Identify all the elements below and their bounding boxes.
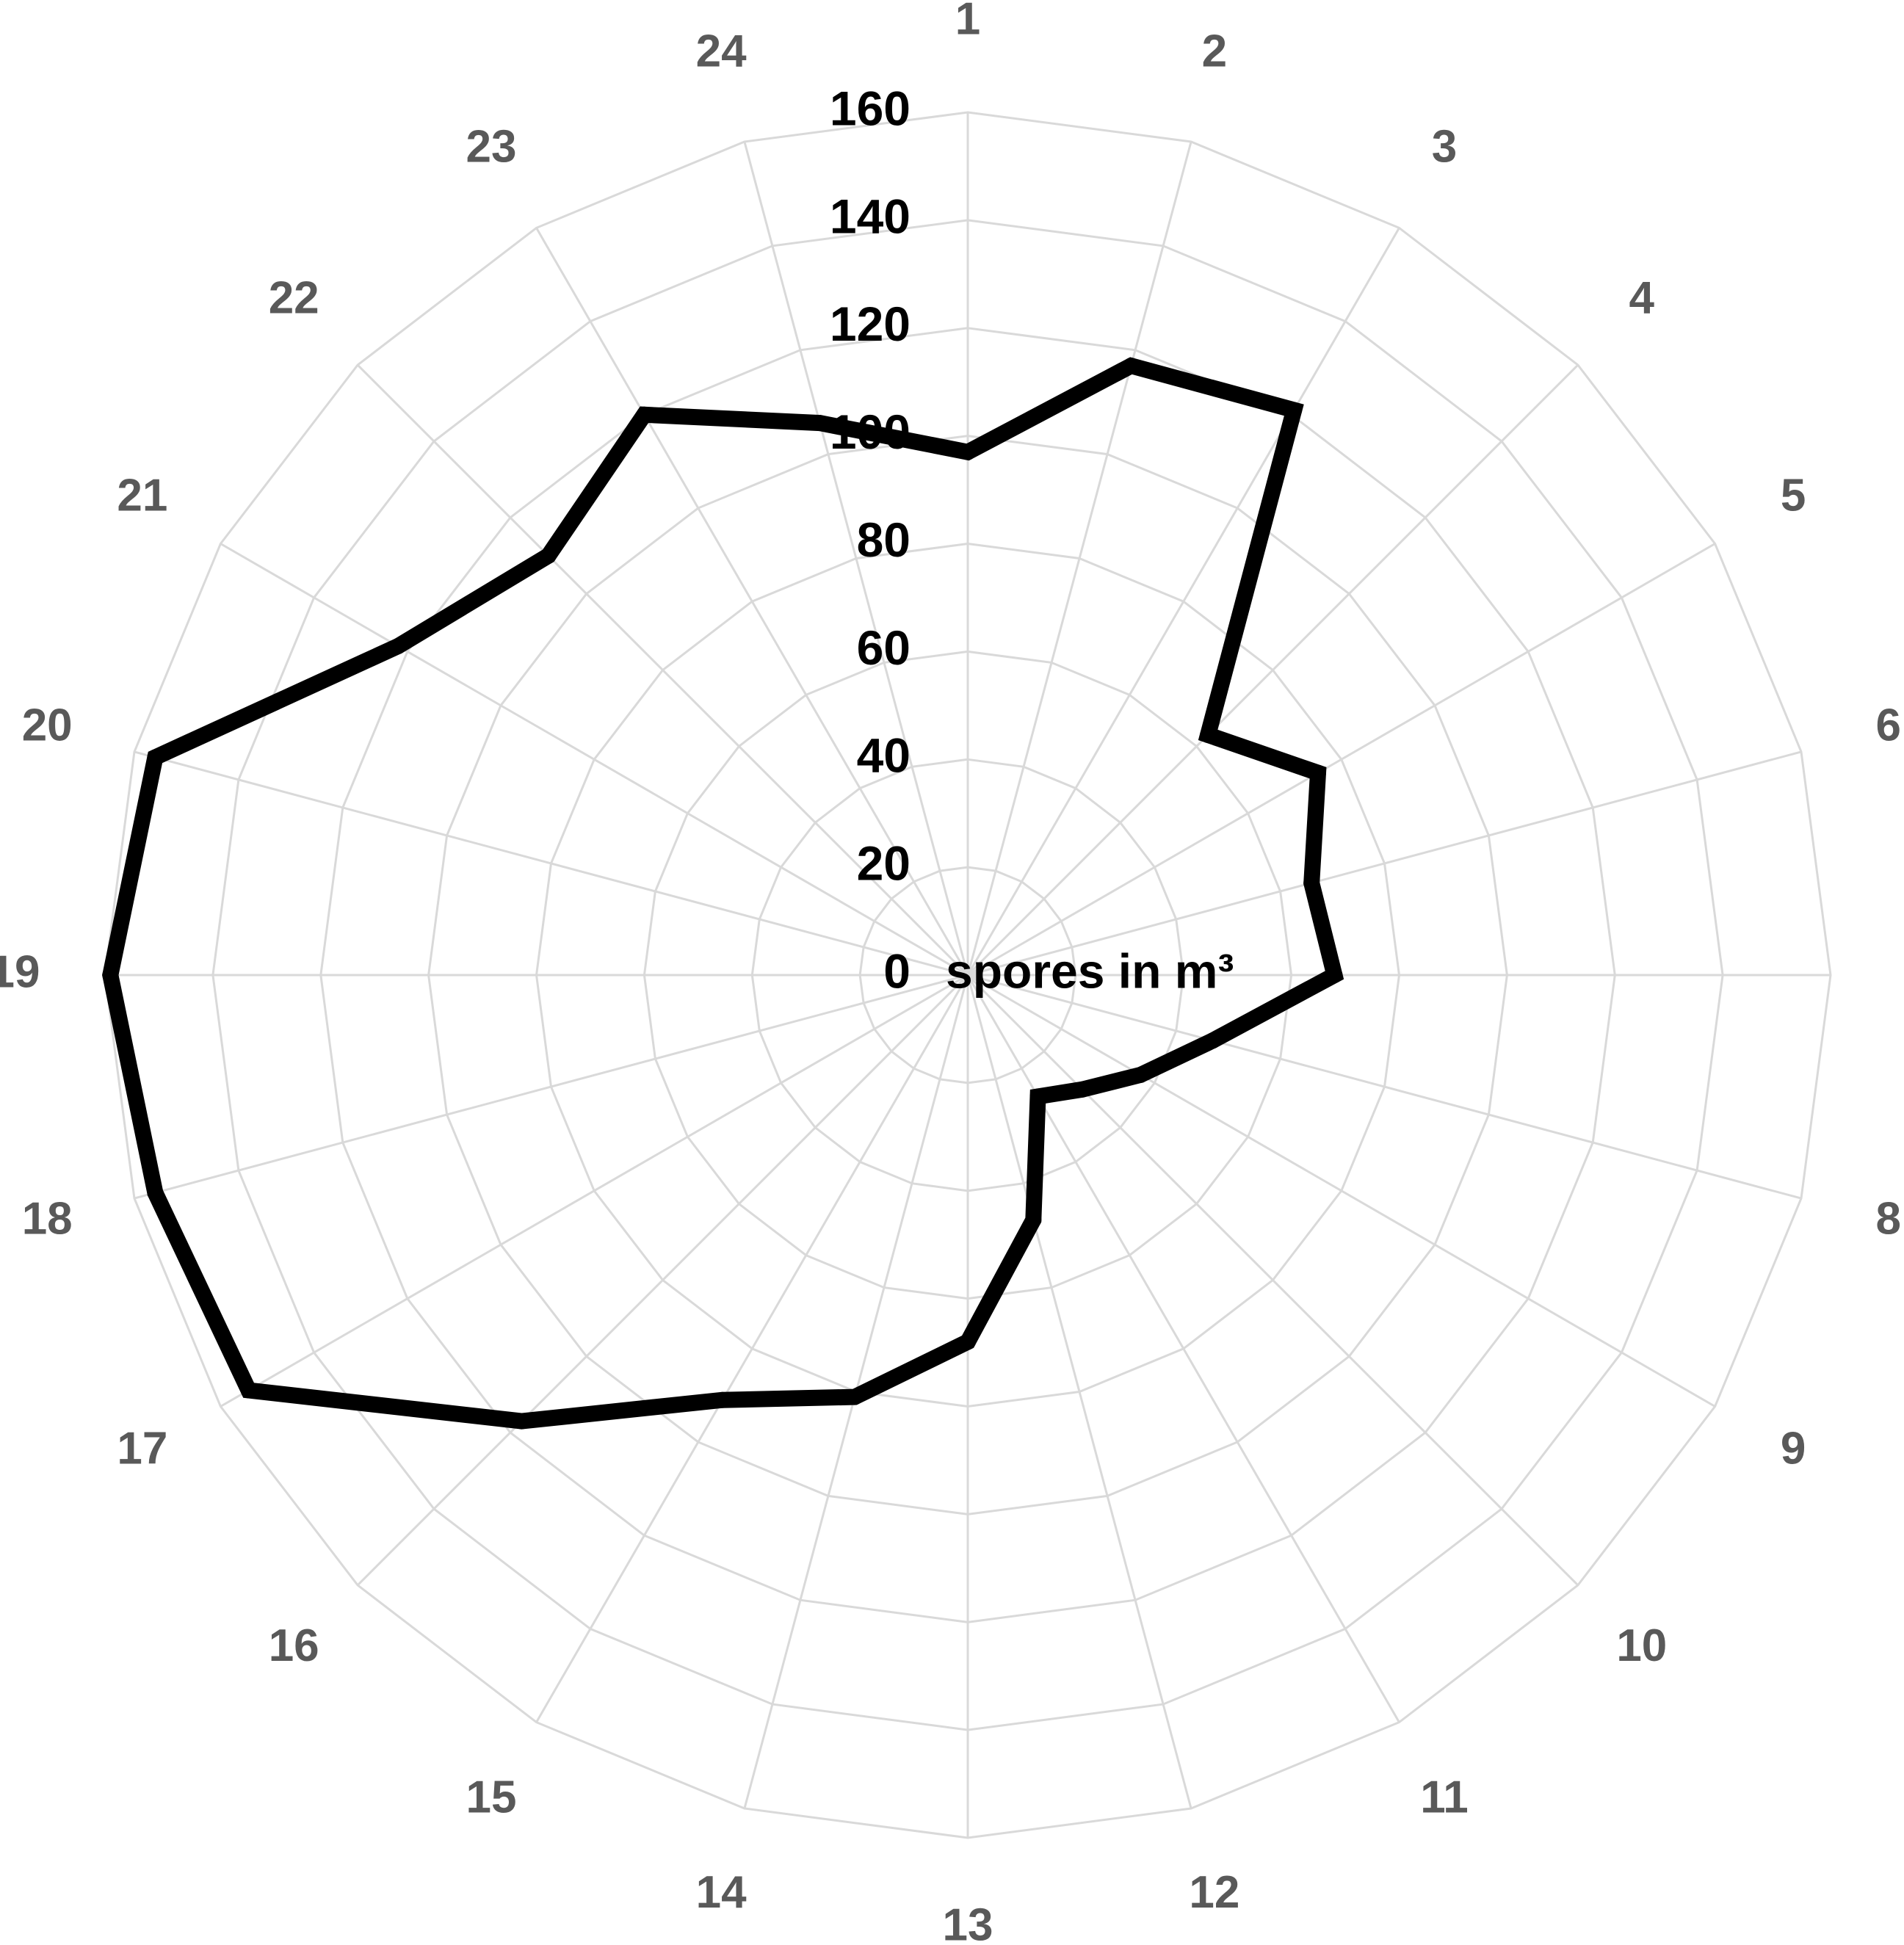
- grid-spoke: [220, 543, 969, 977]
- grid-spoke: [966, 974, 1579, 1586]
- grid-spoke: [967, 974, 1716, 1408]
- grid-spoke: [357, 974, 969, 1586]
- grid-spoke: [966, 364, 1579, 977]
- category-label-9: 9: [1781, 1423, 1806, 1474]
- data-point-6: [1303, 874, 1320, 891]
- grid-spoke: [966, 141, 1192, 976]
- data-point-21: [390, 638, 407, 654]
- data-point-9: [1132, 1066, 1149, 1083]
- tick-label-0: 0: [883, 943, 911, 998]
- data-point-11: [1029, 1088, 1046, 1105]
- data-point-18: [147, 1184, 164, 1201]
- grid-spoke: [134, 974, 969, 1200]
- category-label-16: 16: [269, 1620, 319, 1671]
- grid-spoke: [967, 543, 1716, 977]
- grid-spoke: [966, 974, 1400, 1723]
- category-label-11: 11: [1420, 1772, 1469, 1822]
- tick-label-20: 20: [857, 836, 911, 891]
- category-label-24: 24: [696, 26, 747, 77]
- tick-label-60: 60: [857, 620, 911, 675]
- data-point-13: [960, 1333, 976, 1350]
- grid-spoke: [535, 974, 969, 1723]
- category-label-23: 23: [466, 121, 517, 172]
- data-point-5: [1310, 764, 1326, 781]
- tick-label-160: 160: [830, 81, 911, 135]
- category-label-14: 14: [696, 1867, 747, 1918]
- category-label-15: 15: [466, 1772, 517, 1822]
- category-label-13: 13: [943, 1899, 993, 1945]
- category-label-2: 2: [1202, 26, 1227, 77]
- data-point-20: [147, 749, 164, 766]
- category-label-17: 17: [117, 1423, 167, 1474]
- category-label-21: 21: [117, 470, 167, 521]
- data-point-14: [847, 1388, 863, 1405]
- tick-label-40: 40: [857, 728, 911, 783]
- data-point-15: [714, 1391, 731, 1408]
- data-point-10: [1074, 1081, 1090, 1098]
- series-layer: [102, 357, 1344, 1430]
- category-label-20: 20: [22, 700, 73, 750]
- data-point-17: [240, 1382, 257, 1399]
- data-point-8: [1204, 1032, 1221, 1049]
- category-label-19: 19: [0, 946, 40, 997]
- data-point-3: [1286, 402, 1303, 419]
- category-label-6: 6: [1876, 700, 1901, 750]
- tick-label-100: 100: [830, 405, 911, 459]
- data-point-12: [1025, 1211, 1042, 1228]
- data-point-7: [1326, 967, 1343, 983]
- grid-spoke: [535, 227, 969, 976]
- grid-spoke: [743, 141, 969, 976]
- tick-label-80: 80: [857, 512, 911, 567]
- grid-spoke: [134, 750, 969, 977]
- data-point-4: [1200, 726, 1217, 743]
- category-label-3: 3: [1432, 121, 1457, 172]
- radar-grid: [104, 111, 1832, 1839]
- category-label-10: 10: [1616, 1620, 1667, 1671]
- grid-spoke: [220, 974, 969, 1408]
- category-label-1: 1: [955, 0, 980, 44]
- grid-spoke: [967, 974, 1802, 1200]
- grid-spoke: [966, 227, 1400, 976]
- data-point-2: [1123, 358, 1140, 374]
- data-point-16: [513, 1413, 530, 1430]
- category-label-4: 4: [1629, 273, 1655, 324]
- category-label-12: 12: [1189, 1867, 1239, 1918]
- tick-label-120: 120: [830, 297, 911, 351]
- category-label-22: 22: [269, 273, 319, 324]
- series-line: [102, 357, 1344, 1430]
- data-point-23: [636, 406, 653, 423]
- data-point-22: [540, 547, 557, 564]
- data-point-19: [102, 967, 119, 983]
- data-point-1: [960, 443, 976, 460]
- grid-spoke: [967, 750, 1802, 977]
- unit-label: spores in m³: [946, 943, 1234, 998]
- category-label-18: 18: [22, 1193, 73, 1244]
- tick-label-140: 140: [830, 189, 911, 243]
- grid-spoke: [966, 974, 1192, 1809]
- grid-spoke: [357, 364, 969, 977]
- category-label-5: 5: [1781, 470, 1806, 521]
- data-point-24: [811, 415, 828, 432]
- category-label-8: 8: [1876, 1193, 1901, 1244]
- radial-tick-labels: 0 20 40 60 80 100 120 140 160 spores in m³: [830, 81, 1234, 998]
